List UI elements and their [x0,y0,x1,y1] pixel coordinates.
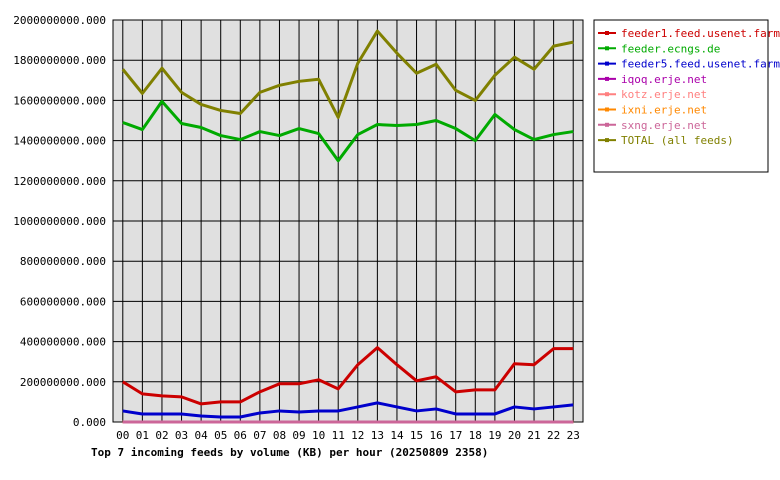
x-tick-label: 01 [136,429,149,442]
series-line-feeder1-feed-usenet-farm [122,346,574,406]
legend: feeder1.feed.usenet.farm feeder.ecngs.de f… [598,27,780,147]
x-tick-label: 02 [155,429,168,442]
legend-label-sxng-erje-net: sxng.erje.net [621,119,707,132]
y-tick-label: 2000000000.000 [13,14,106,27]
legend-label-total-all-feeds: TOTAL (all feeds) [621,134,734,147]
legend-marker-sxng-erje-net [605,122,609,127]
y-tick-label: 1000000000.000 [13,215,106,228]
legend-label-iqoq-erje-net: iqoq.erje.net [621,73,707,86]
x-tick-label: 04 [195,429,209,442]
x-tick-label: 08 [273,429,286,442]
x-tick-label: 22 [547,429,560,442]
legend-marker-feeder1-feed-usenet-farm [605,31,609,35]
x-tick-label: 10 [312,429,325,442]
x-tick-label: 03 [175,429,188,442]
x-tick-label: 14 [390,429,404,442]
x-tick-label: 07 [253,429,266,442]
x-tick-label: 11 [332,429,345,442]
x-tick-label: 00 [116,429,129,442]
grid-lines [113,20,583,422]
legend-label-feeder1-feed-usenet-farm: feeder1.feed.usenet.farm [621,27,780,40]
series-lines [121,29,574,424]
y-tick-label: 400000000.000 [20,336,106,349]
y-tick-label: 1800000000.000 [13,54,106,67]
y-tick-label: 600000000.000 [20,295,106,308]
legend-marker-total-all-feeds [605,138,609,143]
legend-marker-ixni-erje-net [605,107,609,112]
y-axis-ticks: 0.000 200000000.000 400000000.000 600000000… [13,14,106,429]
series-line-feeder5-feed-usenet-farm [122,401,574,419]
x-tick-label: 15 [410,429,423,442]
legend-marker-feeder-ecngs-de [605,46,609,51]
legend-marker-iqoq-erje-net [605,76,609,81]
legend-marker-kotz-erje-net [605,92,609,97]
x-tick-label: 17 [449,429,462,442]
legend-box [593,19,769,173]
legend-label-kotz-erje-net: kotz.erje.net [621,88,707,101]
y-tick-label: 800000000.000 [20,255,106,268]
legend-marker-feeder5-feed-usenet-farm [605,61,609,66]
x-tick-label: 16 [430,429,443,442]
y-tick-label: 0.000 [73,416,106,429]
x-tick-label: 06 [234,429,247,442]
x-tick-label: 19 [488,429,501,442]
y-tick-label: 200000000.000 [20,376,106,389]
x-tick-label: 05 [214,429,227,442]
y-tick-label: 1600000000.000 [13,94,106,107]
x-axis-ticks: 00 01 02 03 04 05 06 07 08 09 10 11 12 13 14 15 16 17 18 19… [116,429,580,442]
x-tick-label: 21 [527,429,540,442]
x-tick-label: 20 [508,429,521,442]
legend-label-feeder5-feed-usenet-farm: feeder5.feed.usenet.farm [621,58,780,71]
series-line-feeder-ecngs-de [122,99,574,163]
y-tick-label: 1400000000.000 [13,135,106,148]
x-tick-label: 23 [567,429,580,442]
series-line-total-all-feeds [121,29,574,119]
x-tick-label: 12 [351,429,364,442]
y-tick-label: 1200000000.000 [13,175,106,188]
x-tick-label: 18 [469,429,482,442]
legend-label-ixni-erje-net: ixni.erje.net [621,104,707,117]
x-tick-label: 09 [292,429,305,442]
x-tick-label: 13 [371,429,384,442]
chart-title: Top 7 incoming feeds by volume (KB) per … [91,446,488,459]
legend-label-feeder-ecngs-de: feeder.ecngs.de [621,42,720,55]
